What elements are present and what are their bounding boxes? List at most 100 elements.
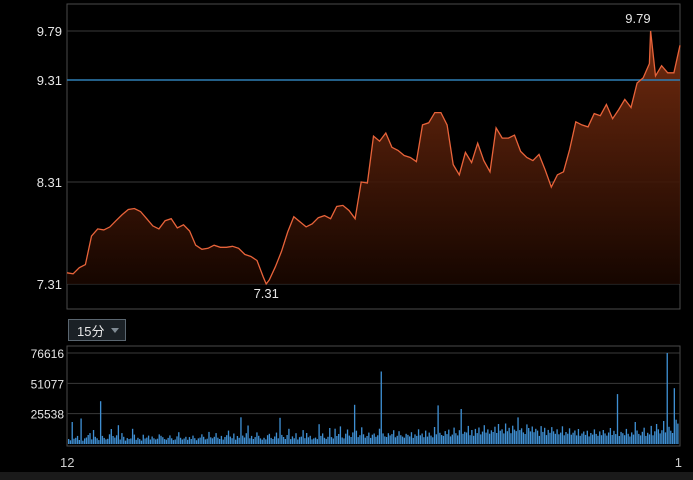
volume-bar xyxy=(288,428,290,444)
volume-bar xyxy=(185,436,187,444)
volume-bar xyxy=(627,433,629,444)
volume-bar xyxy=(391,434,393,444)
volume-bar xyxy=(421,433,423,444)
volume-bar xyxy=(474,428,477,444)
volume-bar xyxy=(369,437,372,444)
volume-bar xyxy=(666,353,668,444)
volume-bar xyxy=(677,423,679,444)
volume-bar xyxy=(250,435,253,444)
volume-bar xyxy=(121,433,123,444)
volume-bar xyxy=(199,437,201,444)
volume-bar xyxy=(432,437,434,444)
volume-bar xyxy=(139,439,141,444)
volume-bar xyxy=(567,433,569,444)
volume-bar xyxy=(348,435,350,444)
volume-bar xyxy=(430,435,432,444)
volume-bar xyxy=(492,432,494,444)
volume-bar xyxy=(309,435,311,444)
volume-bar xyxy=(673,388,675,444)
volume-bar xyxy=(298,437,301,444)
volume-bar xyxy=(641,431,644,444)
volume-bar xyxy=(513,429,516,444)
volume-bar xyxy=(275,432,278,444)
volume-bar xyxy=(449,436,452,444)
volume-bar xyxy=(631,432,633,444)
volume-bar xyxy=(190,439,192,444)
price-y-tick-label: 9.31 xyxy=(37,73,62,88)
volume-bar xyxy=(171,438,173,444)
volume-bar xyxy=(245,433,247,444)
volume-bar xyxy=(284,439,287,444)
volume-bar xyxy=(611,435,613,444)
volume-bar xyxy=(174,439,176,444)
volume-bar xyxy=(428,432,430,444)
volume-bar xyxy=(613,430,615,444)
volume-bar xyxy=(401,436,404,444)
volume-bar xyxy=(595,433,597,444)
volume-bar xyxy=(542,431,544,444)
volume-bar xyxy=(336,436,338,444)
volume-bar xyxy=(675,419,677,444)
volume-bar xyxy=(568,428,571,444)
volume-bar xyxy=(272,439,274,444)
volume-bar xyxy=(462,433,464,444)
volume-bar xyxy=(316,439,318,444)
volume-bar xyxy=(648,434,651,444)
volume-bar xyxy=(451,434,453,444)
volume-bar xyxy=(373,433,375,444)
price-panel: 9.79 9.31 8.31 7.31 9.79 7.31 xyxy=(37,3,681,310)
volume-bar xyxy=(187,439,189,444)
volume-bar xyxy=(650,425,652,444)
volume-bar xyxy=(375,436,377,444)
volume-bar xyxy=(156,438,159,444)
volume-bar xyxy=(531,426,533,444)
volume-bar xyxy=(387,433,390,444)
volume-bar xyxy=(668,426,670,444)
period-dropdown-value: 15分 xyxy=(77,323,105,339)
volume-bar xyxy=(425,430,427,444)
volume-bar xyxy=(142,434,144,444)
volume-bar xyxy=(508,427,510,444)
volume-bar xyxy=(536,430,539,444)
volume-bar xyxy=(282,437,285,444)
volume-bar xyxy=(135,439,137,444)
volume-bar xyxy=(217,437,219,444)
volume-bar xyxy=(68,439,70,444)
volume-bar xyxy=(659,433,661,444)
volume-bar xyxy=(464,431,466,444)
volume-bar xyxy=(551,427,553,444)
volume-bar xyxy=(270,437,272,444)
price-y-tick-label: 9.79 xyxy=(37,24,62,39)
volume-bar xyxy=(361,427,363,444)
volume-panel-frame xyxy=(66,345,681,447)
volume-bar xyxy=(279,417,281,444)
volume-bar xyxy=(620,431,622,444)
volume-bar xyxy=(442,435,445,444)
volume-bar xyxy=(234,439,237,444)
volume-bar xyxy=(337,434,340,444)
volume-bar xyxy=(433,427,436,444)
volume-bar xyxy=(130,438,132,444)
volume-bar xyxy=(652,435,654,444)
volume-bar xyxy=(638,433,640,444)
volume-bar xyxy=(297,439,299,444)
volume-bar xyxy=(126,438,128,444)
volume-bar xyxy=(394,437,397,444)
period-dropdown[interactable]: 15分 xyxy=(68,319,126,341)
volume-bar xyxy=(89,433,91,444)
volume-bar xyxy=(609,428,612,444)
volume-bar xyxy=(419,435,422,444)
volume-bar xyxy=(291,436,294,444)
volume-y-tick-label: 76616 xyxy=(31,347,65,361)
volume-bar xyxy=(496,433,498,444)
volume-bar xyxy=(362,434,365,444)
volume-bar xyxy=(560,432,562,444)
volume-bar xyxy=(151,436,153,444)
volume-bar xyxy=(460,409,462,444)
volume-bar xyxy=(103,437,105,444)
volume-bar xyxy=(471,430,473,444)
volume-bar xyxy=(512,425,514,444)
volume-bar xyxy=(364,437,366,444)
volume-bar xyxy=(510,433,512,444)
volume-bar xyxy=(82,440,84,444)
